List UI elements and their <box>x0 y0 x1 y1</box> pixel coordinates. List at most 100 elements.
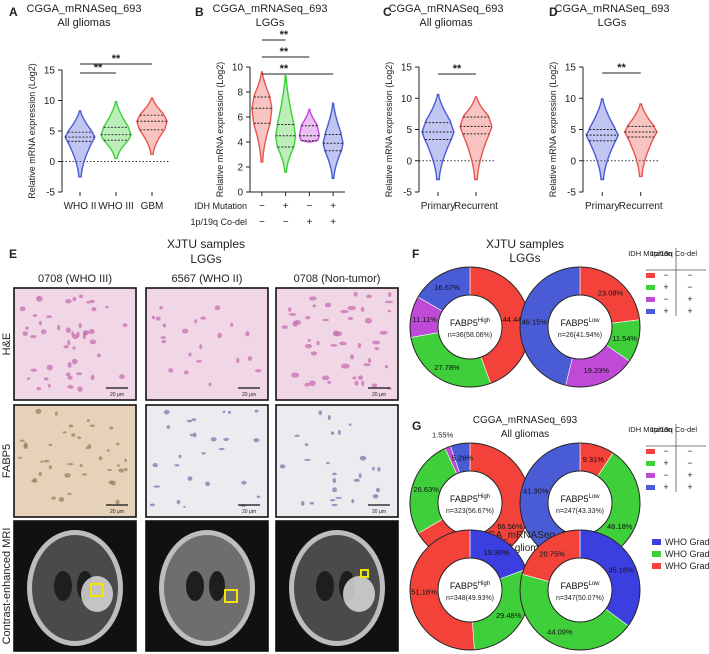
panel-g: G CGGA_mRNASeq_693 All gliomas 66.56% 26.63%… <box>409 415 706 573</box>
ihc-nucleus <box>205 481 211 487</box>
ihc-nucleus <box>174 464 180 467</box>
he-nucleus <box>67 362 72 368</box>
significance-label: ** <box>280 29 289 41</box>
he-nucleus <box>321 375 330 381</box>
ihc-nucleus <box>223 437 230 441</box>
ihc-nucleus <box>359 455 367 461</box>
significance-label: ** <box>94 62 103 74</box>
slice-label: 20.75% <box>539 549 565 558</box>
he-nucleus <box>247 355 253 362</box>
ihc-nucleus <box>222 410 226 414</box>
he-nucleus <box>363 363 371 367</box>
panel-letter: G <box>412 419 421 433</box>
significance-label: ** <box>453 63 462 75</box>
row-value: − <box>283 217 289 228</box>
ihc-nucleus <box>332 478 337 484</box>
he-nucleus <box>387 309 392 313</box>
ihc-nucleus <box>71 433 76 437</box>
he-nucleus <box>160 336 167 339</box>
pie-center <box>437 557 503 623</box>
legend-header: 1p/19q Co-del <box>650 249 697 258</box>
ihc-nucleus <box>189 433 194 437</box>
significance-label: ** <box>112 53 121 65</box>
row-value: + <box>330 201 336 212</box>
row-label: Contrast-enhanced MRI <box>1 528 13 645</box>
column-label: 6567 (WHO II) <box>172 273 243 285</box>
he-nucleus <box>155 316 161 321</box>
slice-label: 11.11% <box>413 315 438 324</box>
he-nucleus <box>90 374 95 381</box>
y-axis-label: Relative mRNA expression (Log2) <box>27 63 37 199</box>
legend-label: WHO Grade III <box>665 549 709 559</box>
he-nucleus <box>65 372 71 377</box>
pie-count-label: n=36(58.06%) <box>448 332 492 339</box>
slice-label: 35.16% <box>608 565 634 574</box>
violin-2 <box>275 75 297 173</box>
brain <box>32 535 118 641</box>
panel-title: XJTU samples <box>167 237 245 251</box>
he-nucleus <box>82 333 87 340</box>
ihc-nucleus <box>377 467 381 472</box>
ihc-nucleus <box>106 449 110 452</box>
pie-gene-superscript: Low <box>589 581 601 587</box>
he-nucleus <box>188 352 192 357</box>
he-nucleus <box>86 300 91 304</box>
violin-2 <box>100 101 132 160</box>
pie-outline <box>519 529 641 651</box>
he-nucleus <box>245 331 250 337</box>
slice-label: 23.08% <box>598 289 624 298</box>
ihc-nucleus <box>109 426 114 430</box>
ihc-nucleus <box>326 461 330 465</box>
y-axis-label: Relative mRNA expression (Log2) <box>548 62 558 198</box>
ihc-nucleus <box>118 468 125 473</box>
panel-subtitle: All gliomas <box>501 429 549 440</box>
he-nucleus <box>281 325 288 329</box>
panel-subtitle: All gliomas <box>57 17 111 29</box>
legend-label: WHO Grade IV <box>665 561 709 571</box>
he-image <box>275 287 399 401</box>
ventricle <box>186 571 204 601</box>
he-nucleus <box>91 307 97 312</box>
scale-bar-label: 20 μm <box>372 392 386 398</box>
significance-label: ** <box>280 46 289 58</box>
y-tick-label: 5 <box>570 125 576 136</box>
panel-subtitle: LGGs <box>256 17 285 29</box>
x-tick-label: WHO III <box>98 201 134 212</box>
he-nucleus <box>374 347 380 351</box>
he-nucleus <box>96 353 101 358</box>
ihc-nucleus <box>48 443 53 447</box>
panel-letter: E <box>9 247 17 261</box>
panel-subtitle: All gliomas <box>501 543 549 554</box>
legend-swatch <box>652 563 661 569</box>
legend-idh: − <box>663 294 668 304</box>
pie-center <box>547 557 613 623</box>
y-tick-label: 5 <box>49 127 55 138</box>
ihc-nucleus <box>191 418 197 422</box>
panel-title: CGGA_mRNASeq_693 <box>555 3 670 15</box>
pie-gene-superscript: Low <box>589 318 601 324</box>
panel-letter: B <box>195 5 204 19</box>
pie-count-label: n=26(41.94%) <box>558 332 602 339</box>
ihc-nucleus <box>89 424 96 428</box>
he-nucleus <box>78 323 82 329</box>
he-nucleus <box>77 386 83 392</box>
ihc-nucleus <box>68 424 74 428</box>
ihc-nucleus <box>178 454 182 459</box>
he-nucleus <box>354 380 359 386</box>
he-nucleus <box>353 291 358 297</box>
legend-codel: − <box>687 446 692 456</box>
ihc-nucleus <box>253 438 260 443</box>
ihc-nucleus <box>32 477 38 484</box>
scale-bar-label: 20 μm <box>110 509 124 515</box>
row-label: 1p/19q Co-del <box>190 217 247 227</box>
ihc-nucleus <box>254 409 259 413</box>
y-tick-label: 15 <box>565 63 577 74</box>
he-nucleus <box>310 351 318 356</box>
legend-swatch <box>646 273 655 278</box>
he-nucleus <box>43 377 49 381</box>
ihc-nucleus <box>44 459 50 463</box>
he-nucleus <box>366 294 372 299</box>
he-nucleus <box>88 328 95 335</box>
legend-swatch <box>646 473 655 478</box>
violin-3 <box>136 97 168 155</box>
